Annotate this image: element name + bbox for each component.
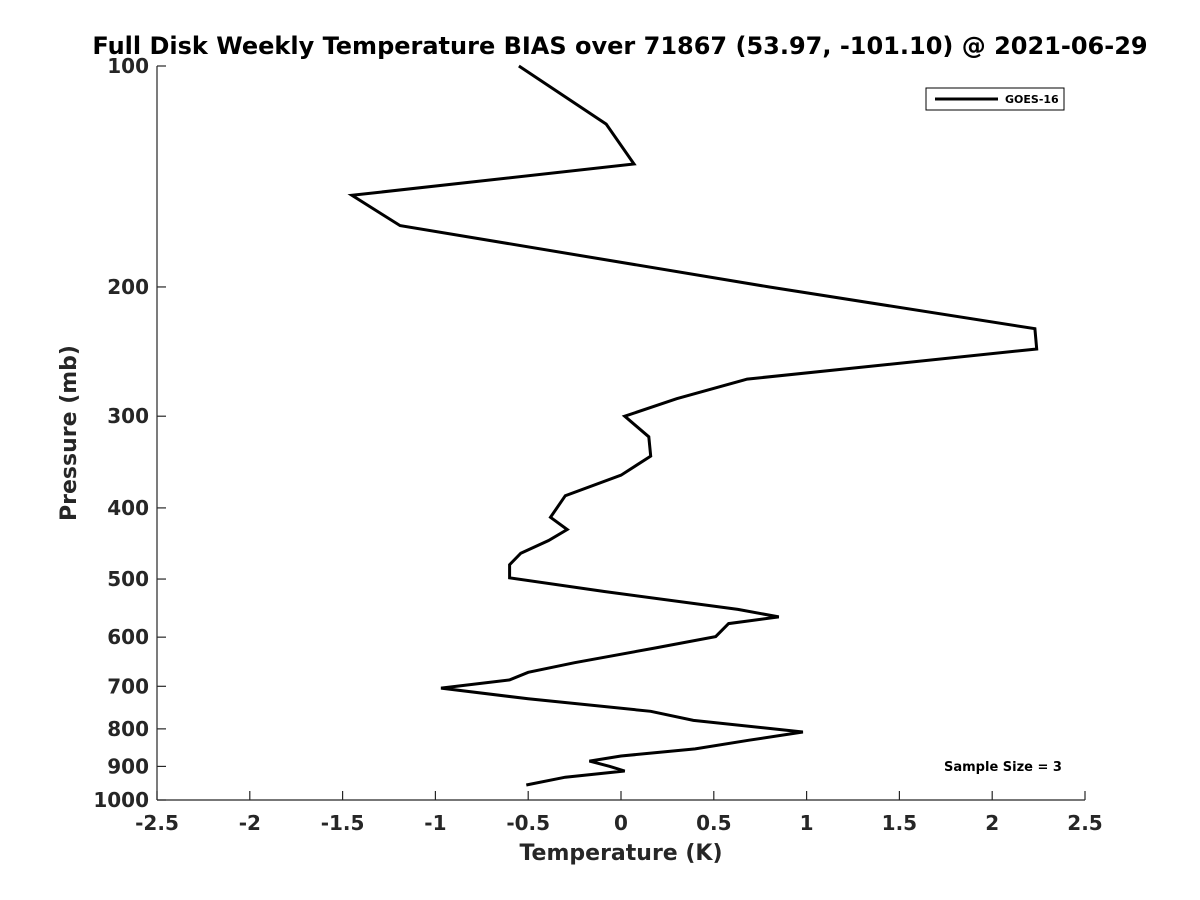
y-tick-label: 900 <box>107 754 149 778</box>
x-tick-label: 1.5 <box>882 811 917 835</box>
sample-size-annotation: Sample Size = 3 <box>944 760 1062 775</box>
chart-title: Full Disk Weekly Temperature BIAS over 7… <box>92 32 1147 60</box>
y-tick-label: 500 <box>107 567 149 591</box>
series-line-goes-16 <box>347 64 1039 787</box>
y-tick-label: 600 <box>107 625 149 649</box>
x-tick-label: -2 <box>239 811 261 835</box>
y-tick-label: 400 <box>107 496 149 520</box>
y-tick-label: 300 <box>107 404 149 428</box>
legend: GOES-16 <box>925 87 1065 111</box>
y-tick-label: 200 <box>107 275 149 299</box>
y-tick-label: 700 <box>107 674 149 698</box>
x-tick-label: -0.5 <box>506 811 550 835</box>
y-axis-label: Pressure (mb) <box>57 345 82 521</box>
y-tick-label: 800 <box>107 717 149 741</box>
x-axis-label: Temperature (K) <box>519 841 722 866</box>
x-tick-label: 1 <box>800 811 814 835</box>
x-tick-label: 0 <box>614 811 628 835</box>
y-tick-label: 1000 <box>93 788 149 812</box>
series-lines <box>347 64 1039 787</box>
x-tick-label: -2.5 <box>135 811 179 835</box>
legend-entry-goes-16: GOES-16 <box>1005 93 1059 106</box>
y-tick-label: 100 <box>107 54 149 78</box>
x-tick-label: -1 <box>424 811 446 835</box>
ticks: -2.5 -2 -1.5 -1 -0.5 0 0.5 1 1.5 2 2.5 100 200 300 400… <box>93 54 1102 835</box>
x-tick-label: -1.5 <box>321 811 365 835</box>
x-tick-label: 2 <box>985 811 999 835</box>
x-tick-label: 0.5 <box>696 811 731 835</box>
x-tick-label: 2.5 <box>1067 811 1102 835</box>
